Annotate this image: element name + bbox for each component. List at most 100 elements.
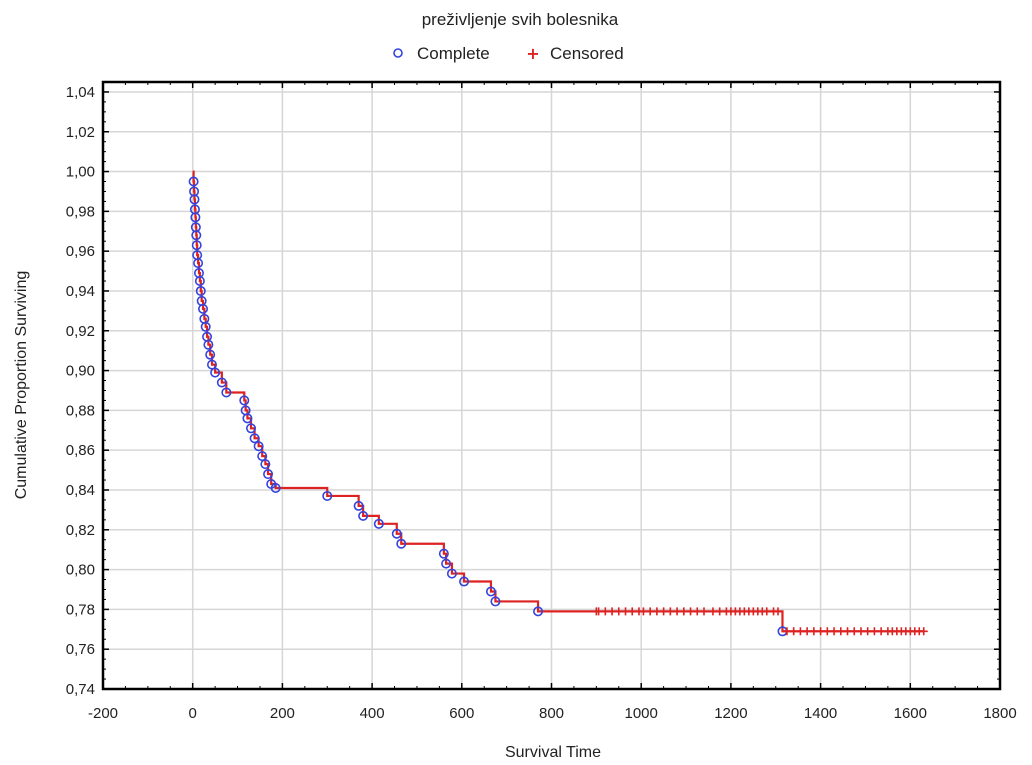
- censored-point: [659, 607, 668, 616]
- censored-point: [614, 607, 623, 616]
- x-tick-label: 200: [270, 705, 295, 722]
- censored-point: [830, 627, 839, 636]
- y-tick-label: 0,76: [66, 641, 95, 658]
- y-tick-label: 1,02: [66, 124, 95, 141]
- censored-point: [773, 607, 782, 616]
- complete-point: [189, 194, 200, 205]
- censored-point: [762, 607, 771, 616]
- censored-point: [708, 607, 717, 616]
- y-tick-label: 0,94: [66, 283, 95, 300]
- censored-point: [809, 627, 818, 636]
- x-tick-label: 1000: [625, 705, 658, 722]
- x-tick-label: 1800: [983, 705, 1016, 722]
- chart-title: preživljenje svih bolesnika: [422, 10, 619, 29]
- legend-censored-label: Censored: [550, 44, 624, 63]
- complete-point: [353, 500, 364, 511]
- censored-point: [639, 607, 648, 616]
- complete-series: [188, 176, 788, 637]
- complete-point: [446, 568, 457, 579]
- complete-point: [438, 548, 449, 559]
- censored-point: [699, 607, 708, 616]
- complete-point: [191, 240, 202, 251]
- censored-point: [823, 627, 832, 636]
- censored-point: [850, 627, 859, 636]
- y-tick-label: 0,78: [66, 601, 95, 618]
- censored-point: [666, 607, 675, 616]
- censored-point: [693, 607, 702, 616]
- x-tick-label: 400: [360, 705, 385, 722]
- censored-point: [686, 607, 695, 616]
- censored-point: [803, 627, 812, 636]
- censored-point: [715, 607, 724, 616]
- y-tick-label: 1,00: [66, 164, 95, 181]
- censored-point: [816, 627, 825, 636]
- censored-point: [856, 627, 865, 636]
- complete-point: [198, 303, 209, 314]
- x-tick-label: 1600: [894, 705, 927, 722]
- curve-layer: [192, 170, 924, 633]
- x-tick-label: 1400: [804, 705, 837, 722]
- censored-point: [621, 607, 630, 616]
- complete-point: [396, 538, 407, 549]
- complete-point: [358, 510, 369, 521]
- complete-point: [249, 433, 260, 444]
- complete-point: [322, 490, 333, 501]
- complete-point: [194, 276, 205, 287]
- censored-point: [646, 607, 655, 616]
- complete-point: [459, 576, 470, 587]
- censored-point: [594, 607, 603, 616]
- complete-point: [188, 176, 199, 187]
- complete-point: [205, 349, 216, 360]
- complete-point: [263, 469, 274, 480]
- y-tick-label: 0,82: [66, 522, 95, 539]
- complete-point: [533, 606, 544, 617]
- x-tick-label: -200: [88, 705, 118, 722]
- censored-point: [601, 607, 610, 616]
- legend-complete-label: Complete: [417, 44, 490, 63]
- x-axis: -200 0 200 400 600 800 1000 1200 1400 1600 1800: [88, 82, 1017, 722]
- y-tick-label: 0,90: [66, 363, 95, 380]
- complete-point: [190, 212, 201, 223]
- complete-point: [490, 596, 501, 607]
- complete-point: [216, 377, 227, 388]
- grid: [102, 82, 1001, 690]
- censored-point: [628, 607, 637, 616]
- censored-point: [863, 627, 872, 636]
- legend-censored-marker: +: [526, 44, 539, 63]
- y-tick-label: 1,04: [66, 84, 95, 101]
- x-tick-label: 800: [539, 705, 564, 722]
- censored-series: [592, 607, 928, 636]
- y-tick-label: 0,92: [66, 323, 95, 340]
- legend: Complete + Censored: [393, 44, 624, 63]
- y-tick-label: 0,80: [66, 562, 95, 579]
- complete-point: [242, 413, 253, 424]
- x-tick-label: 0: [189, 705, 197, 722]
- x-tick-label: 600: [449, 705, 474, 722]
- complete-point: [193, 258, 204, 269]
- censored-point: [782, 627, 791, 636]
- y-tick-label: 0,74: [66, 681, 95, 698]
- censored-point: [796, 627, 805, 636]
- censored-point: [836, 627, 845, 636]
- y-axis: 0,74 0,76 0,78 0,80 0,82 0,84 0,86 0,88 0,90 0,92…: [66, 81, 1000, 698]
- complete-point: [253, 441, 264, 452]
- y-tick-label: 0,88: [66, 402, 95, 419]
- y-axis-label: Cumulative Proportion Surviving: [13, 271, 30, 500]
- censored-point: [843, 627, 852, 636]
- y-tick-label: 0,96: [66, 243, 95, 260]
- legend-complete-marker: [393, 48, 403, 58]
- censored-point: [870, 627, 879, 636]
- complete-point: [200, 321, 211, 332]
- x-tick-label: 1200: [714, 705, 747, 722]
- censored-point: [679, 607, 688, 616]
- complete-point: [221, 387, 232, 398]
- complete-point: [391, 528, 402, 539]
- y-tick-label: 0,86: [66, 442, 95, 459]
- censored-point: [789, 627, 798, 636]
- x-axis-label: Survival Time: [505, 744, 601, 761]
- censored-point: [652, 607, 661, 616]
- complete-point: [195, 285, 206, 296]
- complete-point: [203, 339, 214, 350]
- censored-point: [673, 607, 682, 616]
